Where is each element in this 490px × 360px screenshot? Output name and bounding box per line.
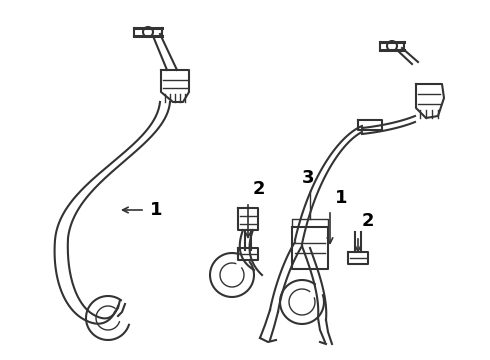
Text: 2: 2 <box>362 212 374 230</box>
Text: 2: 2 <box>253 180 266 198</box>
Text: 1: 1 <box>335 189 347 207</box>
Text: 3: 3 <box>302 169 314 187</box>
Text: 1: 1 <box>150 201 163 219</box>
